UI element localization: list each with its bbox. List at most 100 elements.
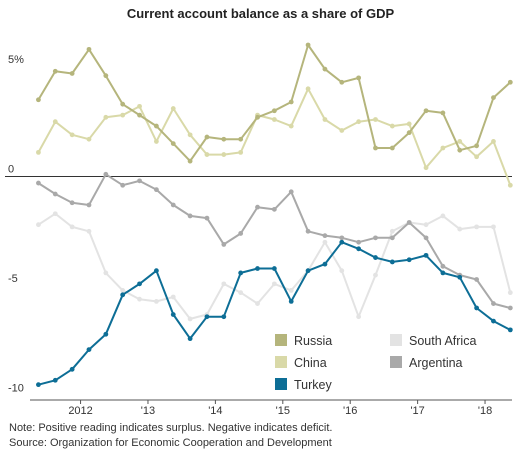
data-point-russia — [69, 71, 75, 76]
data-point-argentina — [153, 187, 159, 193]
series-turkey — [36, 239, 513, 388]
data-point-turkey — [271, 266, 277, 271]
data-point-china — [457, 139, 463, 144]
legend-label: Argentina — [409, 356, 463, 370]
data-point-china — [187, 132, 193, 138]
data-point-argentina — [36, 180, 41, 186]
data-point-russia — [170, 141, 176, 147]
data-point-argentina — [255, 204, 260, 210]
data-point-china — [356, 119, 362, 125]
source-note: Source: Organization for Economic Cooper… — [9, 437, 332, 449]
data-point-south-africa — [474, 224, 480, 230]
data-point-china — [52, 119, 58, 125]
data-point-turkey — [36, 382, 41, 388]
data-point-argentina — [137, 178, 142, 184]
data-point-south-africa — [86, 228, 92, 234]
data-point-russia — [322, 66, 328, 72]
data-point-russia — [271, 108, 277, 114]
data-point-turkey — [339, 239, 345, 245]
data-point-argentina — [339, 235, 345, 241]
data-point-turkey — [221, 314, 227, 320]
footnote: Note: Positive reading indicates surplus… — [9, 422, 333, 434]
data-point-turkey — [137, 281, 142, 287]
data-point-turkey — [86, 347, 92, 352]
y-tick-label: -10 — [8, 383, 24, 395]
data-point-argentina — [69, 200, 75, 206]
data-point-argentina — [507, 305, 513, 311]
data-point-south-africa — [271, 281, 277, 287]
x-tick-label: '15 — [276, 405, 290, 417]
y-tick-label: 5% — [8, 54, 24, 66]
data-point-turkey — [491, 318, 496, 324]
data-point-turkey — [120, 292, 126, 298]
y-axis-labels: 5% 0 -5 -10 — [8, 54, 24, 395]
series-argentina — [36, 171, 513, 311]
data-point-russia — [389, 145, 395, 151]
data-point-turkey — [288, 298, 294, 304]
y-tick-label: -5 — [8, 273, 18, 285]
data-point-south-africa — [356, 314, 362, 320]
data-point-south-africa — [170, 294, 176, 300]
legend-label: China — [294, 356, 327, 370]
data-point-russia — [86, 46, 92, 52]
x-tick-label: 2012 — [68, 405, 92, 417]
data-point-argentina — [288, 189, 294, 195]
data-point-south-africa — [120, 288, 126, 293]
data-point-argentina — [440, 263, 446, 269]
legend-swatch — [275, 356, 287, 368]
x-axis: 2012 '13 '14 '15 '16 '17 '18 — [68, 400, 492, 417]
legend: Russia South Africa China Argentina Turkey — [275, 334, 476, 392]
data-point-turkey — [170, 312, 176, 317]
data-point-argentina — [86, 202, 92, 208]
data-point-argentina — [373, 235, 378, 241]
data-point-south-africa — [288, 288, 294, 293]
data-point-turkey — [423, 252, 429, 258]
data-point-argentina — [491, 301, 496, 306]
data-point-turkey — [305, 268, 311, 274]
data-point-russia — [153, 123, 159, 129]
series-line-china — [37, 87, 512, 186]
legend-label: Russia — [294, 334, 332, 348]
line-chart: 5% 0 -5 -10 2012 '13 '14 '15 '16 '17 '18 Russia So… — [5, 42, 513, 417]
data-point-south-africa — [36, 222, 41, 228]
series-line-argentina — [37, 173, 511, 309]
data-point-russia — [288, 99, 294, 105]
data-point-turkey — [356, 246, 362, 252]
data-point-russia — [423, 108, 429, 114]
data-point-russia — [406, 130, 412, 136]
data-point-turkey — [153, 268, 159, 274]
chart-title: Current account balance as a share of GD… — [126, 6, 395, 21]
data-point-turkey — [322, 261, 328, 267]
data-point-china — [507, 182, 513, 188]
data-point-russia — [204, 134, 210, 140]
x-tick-label: '16 — [343, 405, 357, 417]
data-point-russia — [457, 147, 463, 153]
data-point-china — [170, 106, 176, 111]
data-point-russia — [238, 136, 244, 142]
data-point-russia — [305, 42, 311, 48]
data-point-russia — [255, 114, 260, 120]
data-point-china — [440, 145, 446, 151]
data-point-russia — [339, 79, 345, 85]
data-point-china — [389, 123, 395, 129]
data-point-south-africa — [389, 228, 395, 234]
data-point-china — [103, 114, 109, 120]
data-point-argentina — [356, 239, 362, 245]
data-point-argentina — [474, 277, 480, 282]
data-point-turkey — [507, 327, 513, 333]
data-point-russia — [440, 110, 446, 116]
data-point-china — [36, 149, 41, 155]
data-point-south-africa — [52, 211, 58, 217]
data-point-turkey — [103, 331, 109, 337]
data-point-turkey — [187, 336, 193, 342]
data-point-russia — [373, 145, 378, 151]
data-point-china — [120, 112, 126, 118]
data-point-argentina — [305, 228, 311, 234]
data-point-south-africa — [457, 226, 463, 232]
data-point-turkey — [204, 314, 210, 320]
data-point-china — [491, 139, 496, 144]
data-point-argentina — [238, 231, 244, 236]
legend-swatch — [275, 378, 287, 390]
data-point-turkey — [389, 259, 395, 265]
series-russia — [36, 42, 513, 164]
